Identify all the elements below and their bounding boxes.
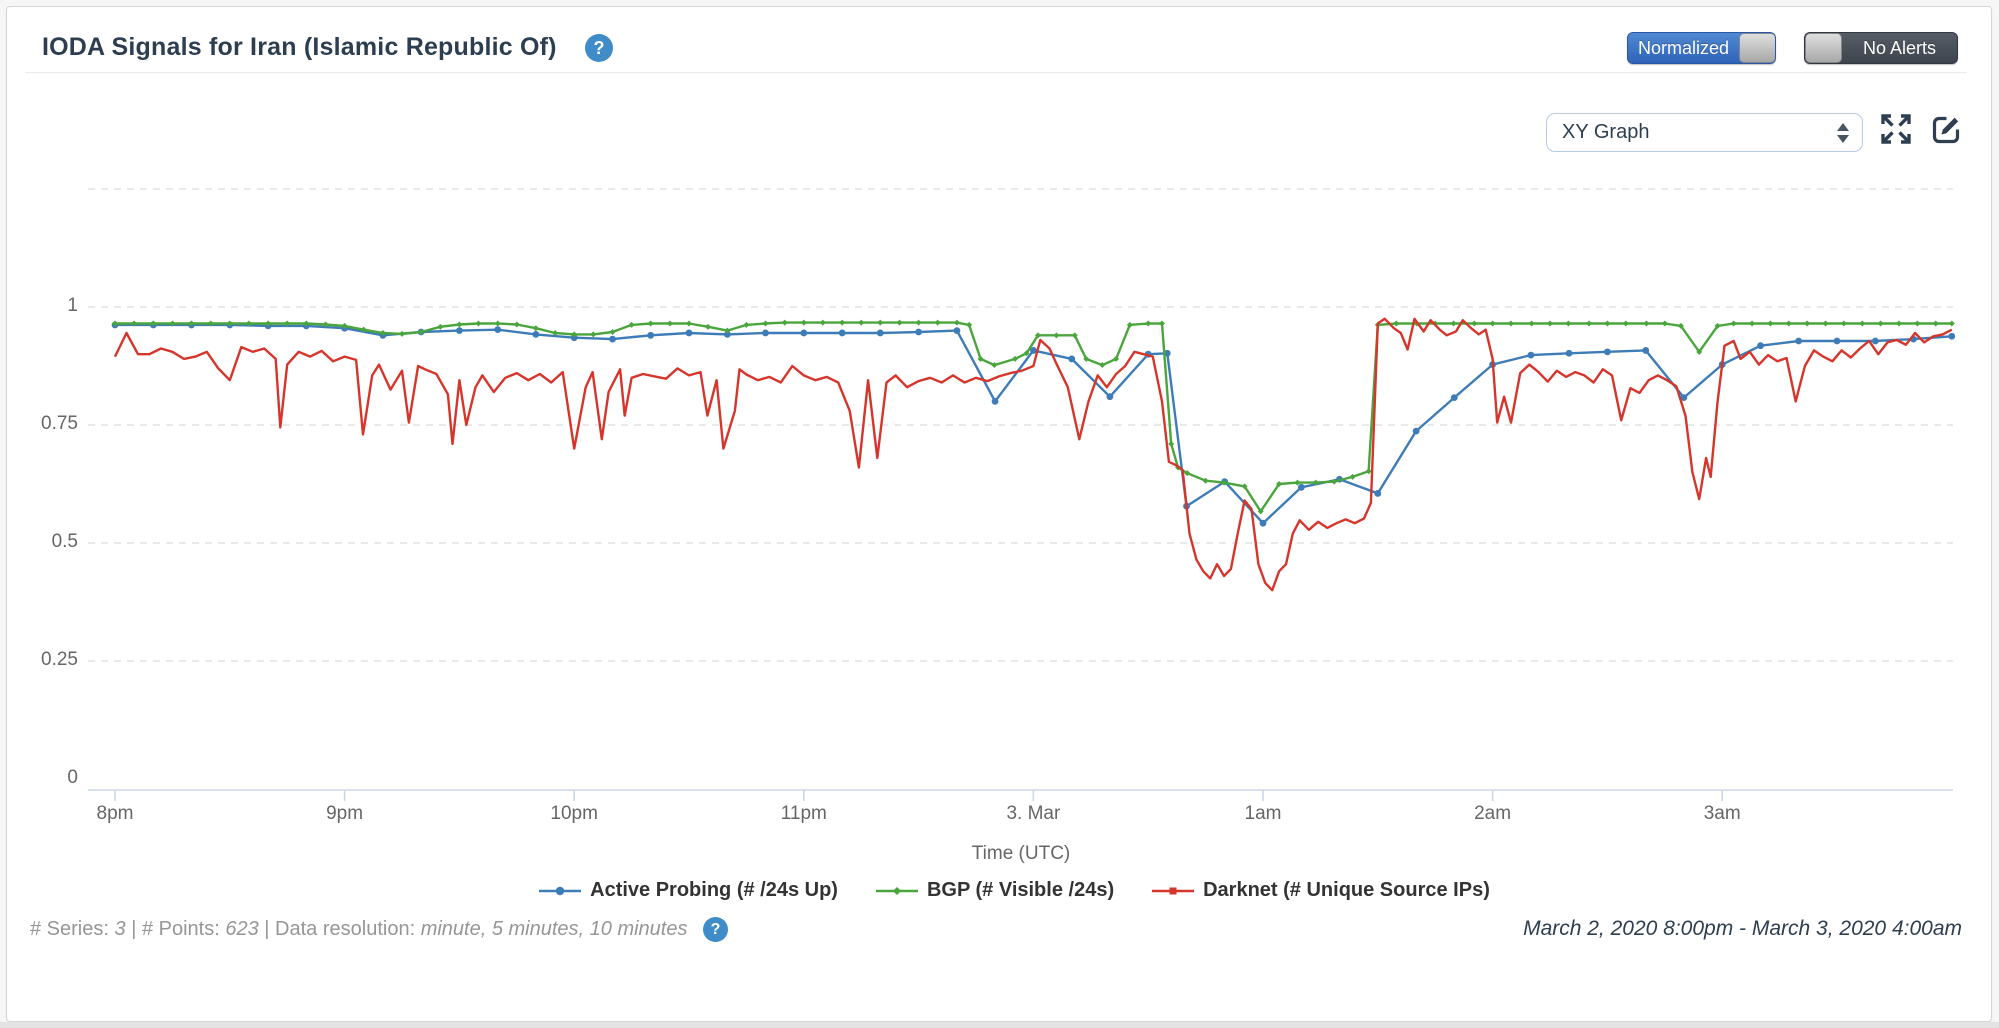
x-axis-tick-label: 3am — [1703, 803, 1741, 824]
no-alerts-toggle-label: No Alerts — [1862, 37, 1937, 58]
y-axis-tick-label: 0.25 — [41, 649, 78, 670]
select-spinner-icon — [1836, 122, 1850, 144]
points-count-label: # Points: — [141, 917, 220, 940]
graph-type-select-value: XY Graph — [1562, 121, 1650, 143]
x-axis-tick-label: 10pm — [550, 803, 598, 824]
legend-item[interactable]: Active Probing (# /24s Up) — [539, 879, 838, 902]
graph-type-select[interactable]: XY Graph — [1546, 113, 1863, 152]
x-axis-tick-label: 1am — [1244, 803, 1282, 824]
x-axis-tick-label: 2am — [1474, 803, 1512, 824]
legend-item[interactable]: BGP (# Visible /24s) — [875, 879, 1115, 902]
panel-header: IODA Signals for Iran (Islamic Republic … — [7, 7, 1991, 73]
expand-icon[interactable] — [1879, 112, 1913, 146]
ioda-panel — [6, 6, 1992, 1022]
toggle-knob — [1739, 33, 1775, 63]
footer-stats: # Series: 3 | # Points: 623 | Data resol… — [30, 917, 729, 942]
resolution-label: Data resolution: — [275, 917, 416, 940]
y-axis-tick-label: 0.75 — [41, 413, 78, 434]
x-axis-tick-label: 3. Mar — [1006, 803, 1061, 824]
resolution-value: minute, 5 minutes, 10 minutes — [420, 917, 688, 940]
chart-legend: Active Probing (# /24s Up) BGP (# Visible… — [0, 879, 1999, 902]
series-count-value: 3 — [114, 917, 126, 940]
y-axis-tick-label: 1 — [67, 295, 78, 316]
x-axis-tick-label: 9pm — [326, 803, 364, 824]
edit-icon[interactable] — [1929, 112, 1963, 146]
legend-square-marker-icon — [1152, 887, 1195, 894]
separator: | — [131, 917, 137, 940]
toggle-knob — [1805, 33, 1842, 63]
x-axis-tick-label: 8pm — [96, 803, 134, 824]
y-axis-tick-label: 0 — [67, 767, 78, 788]
legend-item-label: Active Probing (# /24s Up) — [590, 879, 838, 901]
separator: | — [264, 917, 270, 940]
legend-item[interactable]: Darknet (# Unique Source IPs) — [1152, 879, 1490, 902]
stats-help-icon[interactable]: ? — [703, 917, 729, 942]
x-axis-tick-label: 11pm — [780, 803, 827, 824]
normalized-toggle-label: Normalized — [1638, 37, 1730, 58]
points-count-value: 623 — [225, 917, 259, 940]
no-alerts-toggle[interactable]: No Alerts — [1804, 32, 1958, 64]
legend-item-label: BGP (# Visible /24s) — [926, 879, 1115, 901]
normalized-toggle[interactable]: Normalized — [1627, 32, 1776, 64]
date-range: March 2, 2020 8:00pm - March 3, 2020 4:0… — [1523, 917, 1962, 940]
legend-diamond-marker-icon — [875, 886, 918, 895]
title-help-icon[interactable]: ? — [585, 34, 613, 62]
page-title: IODA Signals for Iran (Islamic Republic … — [42, 33, 557, 61]
y-axis-tick-label: 0.5 — [51, 531, 78, 552]
bottom-strip — [0, 1022, 1999, 1028]
series-count-label: # Series: — [30, 917, 109, 940]
legend-circle-marker-icon — [539, 886, 582, 895]
x-axis-title: Time (UTC) — [971, 843, 1071, 864]
legend-item-label: Darknet (# Unique Source IPs) — [1203, 879, 1490, 901]
header-divider — [25, 72, 1967, 73]
